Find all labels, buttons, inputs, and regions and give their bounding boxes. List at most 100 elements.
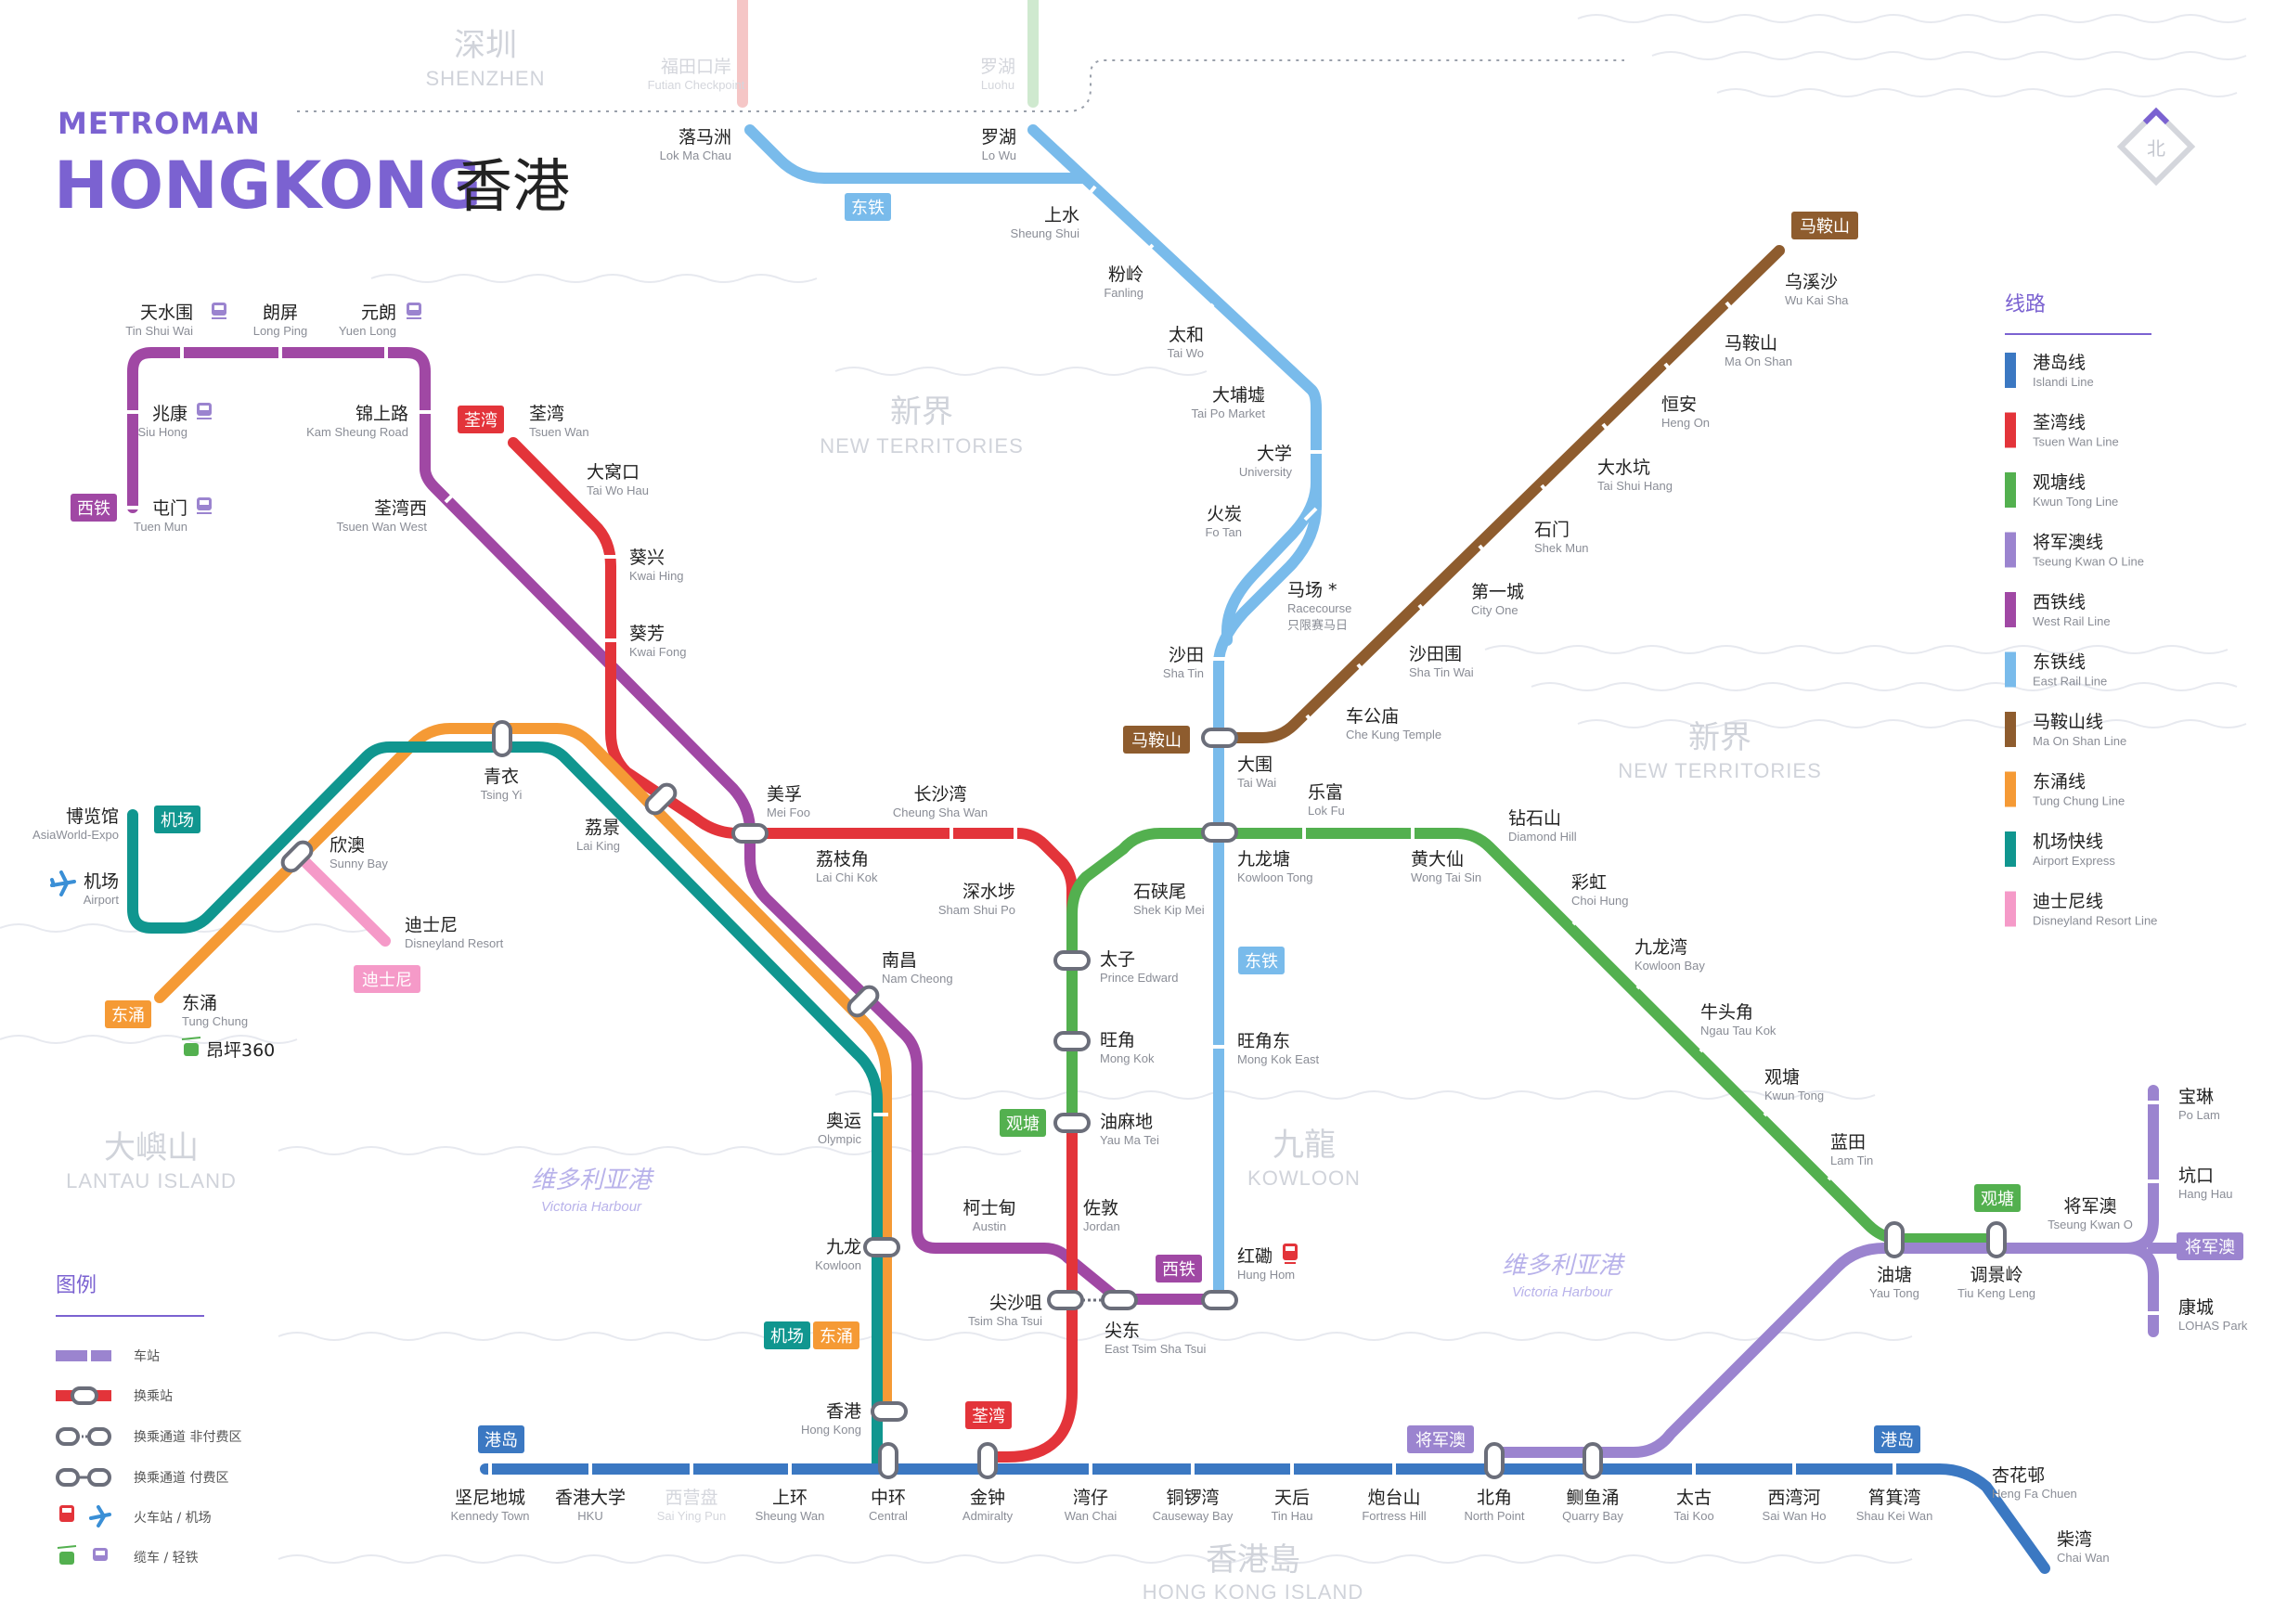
interchange-hung-hom[interactable] (1201, 1290, 1238, 1310)
interchange-kowloon[interactable] (863, 1237, 900, 1257)
interchange-hong-kong[interactable] (871, 1401, 908, 1422)
interchange-east-tst[interactable] (1101, 1290, 1138, 1310)
interchange-lai-king[interactable] (643, 781, 678, 817)
interchange-tst[interactable] (1047, 1290, 1084, 1310)
interchange-north-point[interactable] (1484, 1442, 1505, 1479)
station-label[interactable]: 昂坪360 (206, 1040, 275, 1061)
interchange-tai-wai[interactable] (1201, 728, 1238, 748)
interchange-sunny-bay[interactable] (279, 839, 315, 874)
station-label[interactable]: 马场 *Racecourse 只限赛马日 (1287, 580, 1351, 632)
interchange-prince-edward[interactable] (1053, 950, 1091, 971)
interchange-kowloon-tong[interactable] (1201, 822, 1238, 843)
interchange-yau-ma-tei[interactable] (1053, 1113, 1091, 1133)
interchange-mong-kok[interactable] (1053, 1031, 1091, 1051)
interchange-nam-cheong[interactable] (846, 984, 881, 1019)
interchange-yau-tong[interactable] (1884, 1221, 1905, 1258)
interchange-tsing-yi[interactable] (492, 720, 512, 757)
interchange-quarry-bay[interactable] (1583, 1442, 1603, 1479)
